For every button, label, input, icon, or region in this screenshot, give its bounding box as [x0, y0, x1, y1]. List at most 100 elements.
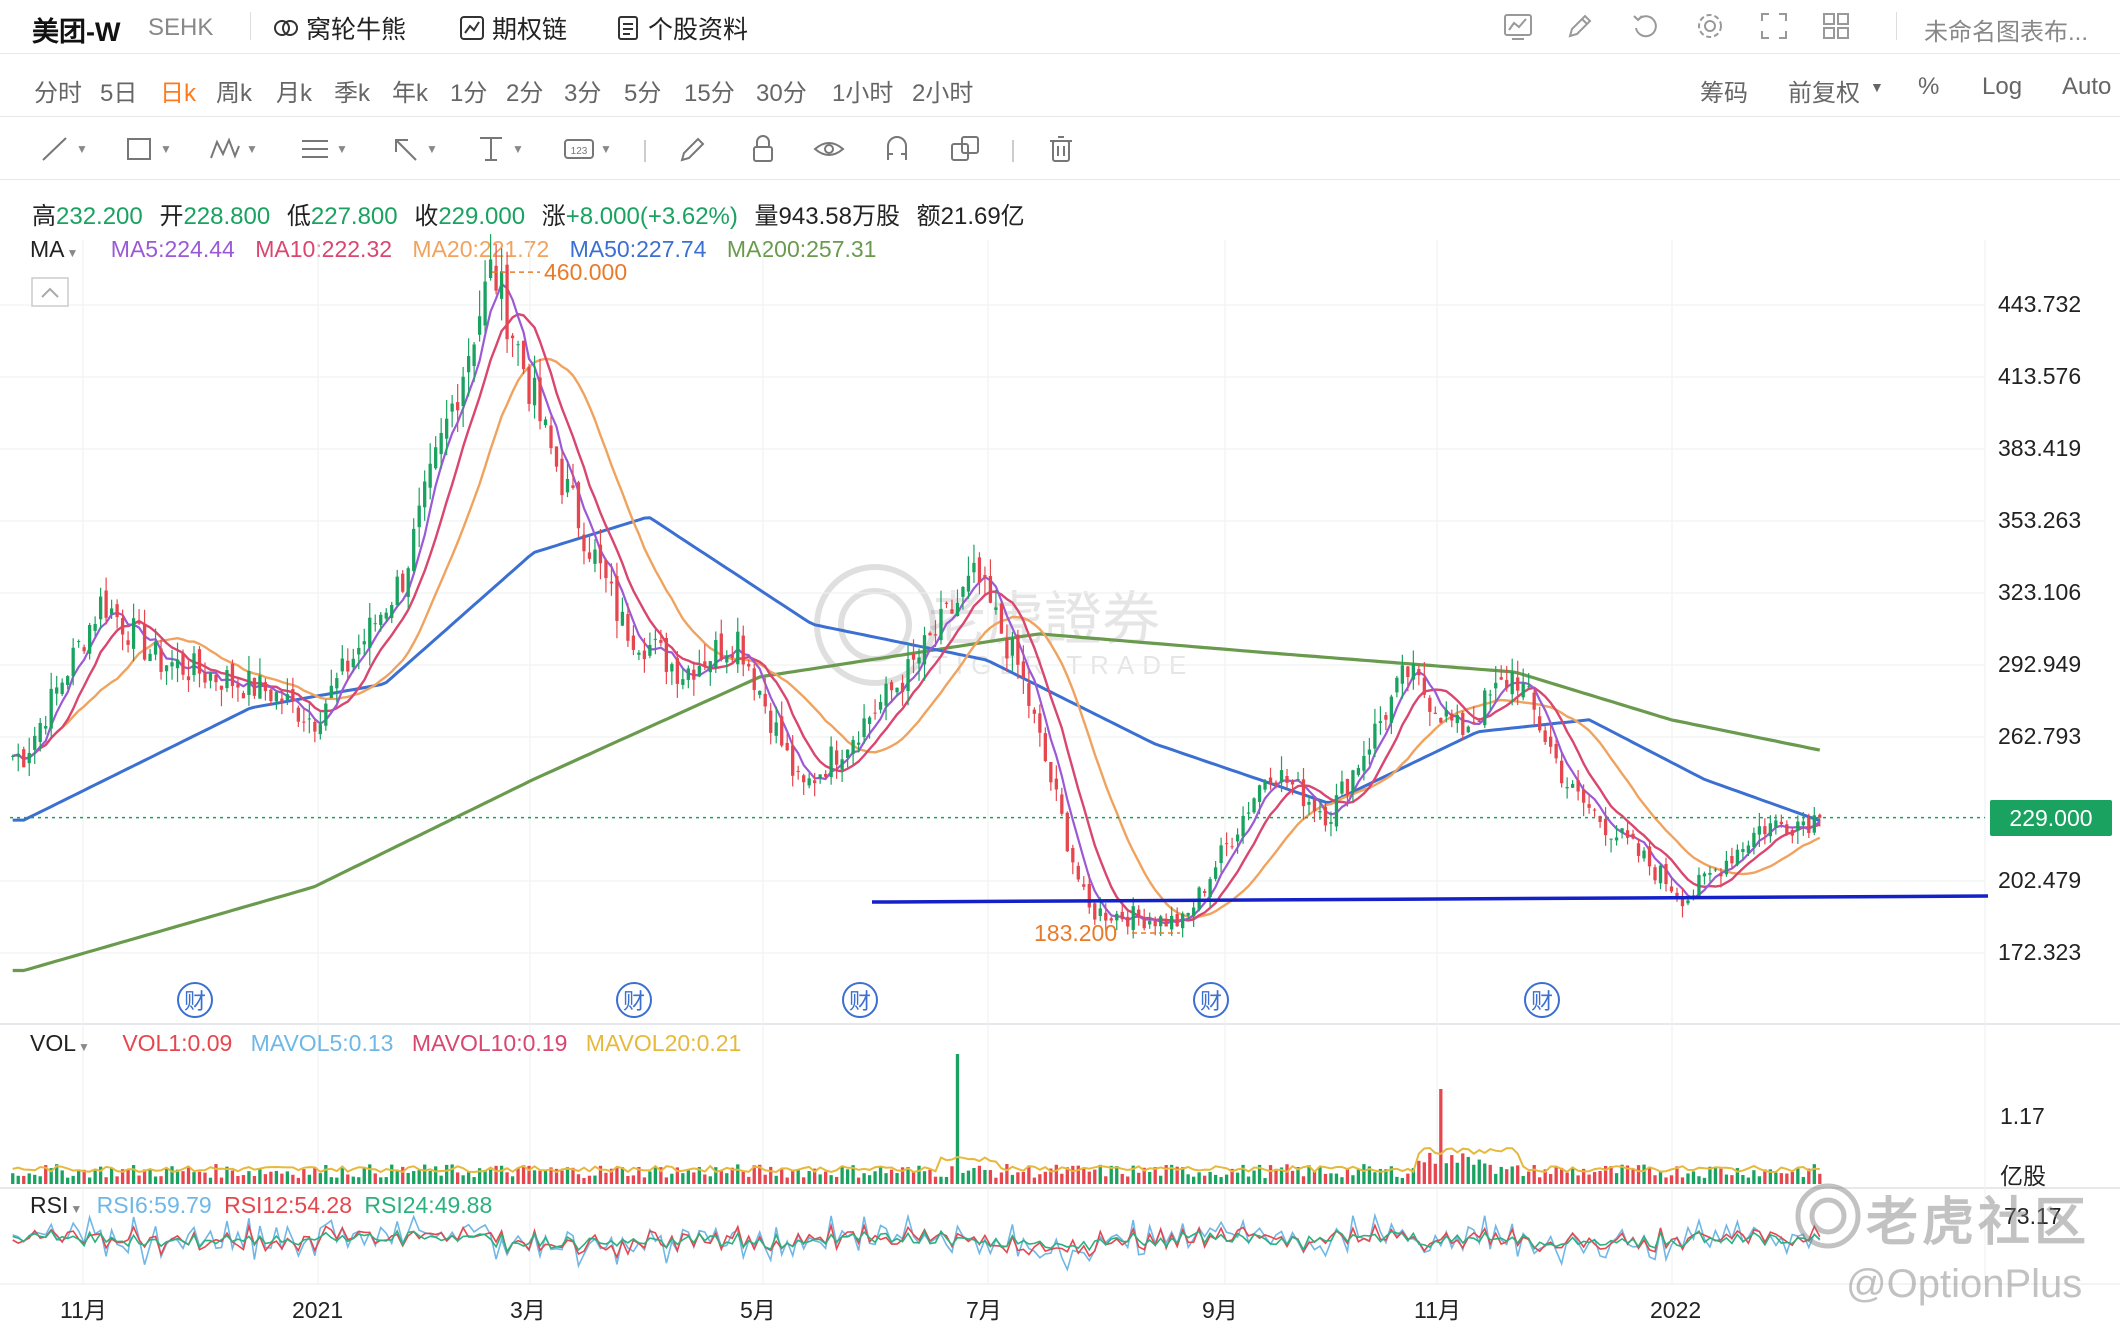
period-quarterly[interactable]: 季k — [334, 80, 370, 107]
volume-bar — [368, 1164, 372, 1184]
volume-bar — [1115, 1166, 1119, 1184]
lock-tool[interactable] — [746, 132, 780, 166]
candle-body — [77, 641, 81, 643]
arrow-tool[interactable]: ▼ — [388, 132, 438, 166]
candle-body — [703, 661, 707, 667]
volume-bars — [11, 1054, 1822, 1184]
rectangle-tool[interactable]: ▼ — [122, 132, 172, 166]
indicator-icon[interactable] — [1502, 10, 1534, 42]
fullscreen-icon[interactable] — [1758, 10, 1790, 42]
candle-body — [285, 694, 290, 700]
period-2min[interactable]: 2分 — [506, 80, 544, 107]
brush-tool[interactable] — [676, 132, 710, 166]
volume-bar — [802, 1177, 806, 1184]
period-1hour[interactable]: 1小时 — [832, 80, 894, 107]
stock-profile-link[interactable]: 个股资料 — [614, 10, 748, 46]
chevron-down-icon[interactable]: ▼ — [70, 1202, 83, 1216]
ma-indicator-name[interactable]: MA — [30, 236, 65, 262]
caret-icon: ▼ — [76, 142, 88, 156]
warrants-link[interactable]: 窝轮牛熊 — [272, 10, 406, 46]
ma10-line — [12, 312, 1821, 923]
candle-body — [104, 590, 108, 618]
support-trendline[interactable] — [871, 894, 1989, 904]
period-yearly[interactable]: 年k — [392, 80, 428, 107]
period-2hour[interactable]: 2小时 — [912, 80, 974, 107]
layout-name-dropdown[interactable]: 未命名图表布... — [1924, 19, 2089, 46]
candle-body — [1213, 867, 1218, 879]
settings-gear-icon[interactable] — [1694, 10, 1726, 42]
log-toggle[interactable]: Log — [1982, 73, 2023, 100]
volume-bar — [153, 1176, 158, 1184]
x-tick: 11月 — [1414, 1297, 1461, 1323]
candle-body — [1395, 677, 1399, 693]
volume-bar — [329, 1177, 333, 1184]
magnet-tool[interactable] — [880, 132, 914, 166]
volume-bar — [1043, 1171, 1047, 1184]
candle-body — [1532, 692, 1536, 710]
earnings-badge[interactable]: 财 — [1524, 982, 1560, 1018]
x-tick: 2022 — [1650, 1297, 1701, 1323]
price-tick: 172.323 — [1998, 939, 2081, 965]
rsi-indicator-name[interactable]: RSI — [30, 1192, 69, 1218]
text-cursor-icon — [480, 137, 502, 161]
earnings-badge[interactable]: 财 — [842, 982, 878, 1018]
visibility-tool[interactable] — [812, 132, 846, 166]
chevron-down-icon[interactable]: ▼ — [78, 1040, 90, 1054]
volume-bar — [340, 1167, 344, 1184]
candle-body — [1768, 823, 1773, 837]
period-5day[interactable]: 5日 — [100, 80, 138, 107]
volume-bar — [1532, 1165, 1536, 1184]
earnings-badge[interactable]: 财 — [177, 982, 213, 1018]
high-marker-label: 460.000 — [544, 259, 627, 285]
candle-body — [1389, 696, 1394, 723]
candle-body — [1752, 832, 1756, 848]
volume-bar — [1741, 1175, 1745, 1184]
layout-grid-icon[interactable] — [1820, 10, 1852, 42]
period-1min[interactable]: 1分 — [450, 80, 488, 107]
volume-bar — [1455, 1162, 1459, 1184]
volume-bar — [494, 1165, 498, 1184]
delete-tool[interactable] — [1044, 132, 1078, 166]
number-label-tool[interactable]: 123 ▼ — [562, 132, 612, 166]
period-3min[interactable]: 3分 — [564, 80, 602, 107]
period-intraday[interactable]: 分时 — [34, 80, 82, 107]
pattern-tool[interactable]: ▼ — [208, 132, 258, 166]
period-weekly[interactable]: 周k — [216, 80, 252, 107]
period-5min[interactable]: 5分 — [624, 80, 662, 107]
volume-bar — [1428, 1152, 1432, 1184]
option-chain-icon — [460, 16, 484, 40]
earnings-badge[interactable]: 财 — [1193, 982, 1229, 1018]
chevron-down-icon[interactable]: ▼ — [1870, 79, 1884, 95]
volume-indicator-name[interactable]: VOL — [30, 1030, 77, 1056]
text-tool[interactable]: ▼ — [474, 132, 524, 166]
percent-toggle[interactable]: % — [1918, 73, 1940, 100]
chips-toggle[interactable]: 筹码 — [1700, 80, 1748, 107]
period-15min[interactable]: 15分 — [684, 80, 735, 107]
fibonacci-tool[interactable]: ▼ — [298, 132, 348, 166]
volume-bar — [1384, 1169, 1388, 1184]
collapse-button[interactable] — [31, 277, 69, 307]
volume-bar — [714, 1167, 718, 1184]
volume-bar — [1417, 1160, 1421, 1184]
adjust-dropdown[interactable]: 前复权 — [1788, 80, 1860, 107]
candle-body — [258, 675, 262, 699]
period-30min[interactable]: 30分 — [756, 80, 807, 107]
candle-body — [516, 344, 520, 346]
chevron-down-icon[interactable]: ▼ — [66, 246, 79, 260]
auto-toggle[interactable]: Auto — [2062, 73, 2112, 100]
undo-icon[interactable] — [1630, 10, 1662, 42]
candle-body — [1691, 895, 1696, 897]
earnings-badge[interactable]: 财 — [616, 982, 652, 1018]
volume-bar — [71, 1175, 75, 1184]
edit-icon[interactable] — [1564, 10, 1596, 42]
candle-body — [148, 653, 152, 662]
option-chain-link[interactable]: 期权链 — [458, 10, 567, 46]
candle-body — [1790, 829, 1794, 836]
clone-tool[interactable] — [948, 132, 982, 166]
period-daily[interactable]: 日k — [160, 80, 196, 107]
trendline-tool[interactable]: ▼ — [38, 132, 88, 166]
volume-bar — [1219, 1177, 1223, 1184]
period-monthly[interactable]: 月k — [276, 80, 312, 107]
candle-body — [1581, 789, 1586, 803]
